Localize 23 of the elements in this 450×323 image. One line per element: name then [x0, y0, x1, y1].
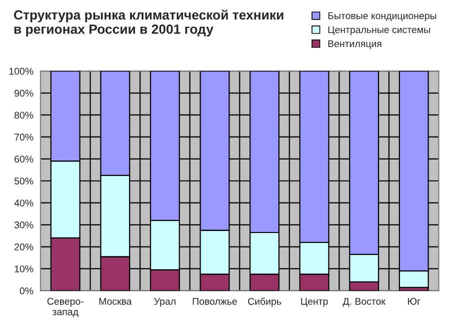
y-tick-label: 10%	[14, 265, 34, 272]
y-tick-label: 100%	[9, 68, 34, 75]
y-tick-label: 90%	[14, 90, 34, 97]
legend-label: Центральные системы	[328, 26, 430, 36]
y-tick-label: 30%	[14, 222, 34, 228]
x-tick-label: Поволжье	[192, 298, 237, 305]
x-tick-label: Юг	[408, 298, 420, 305]
y-tick-label: 40%	[14, 200, 34, 206]
x-tick-label: Центр	[301, 298, 328, 307]
y-tick-label: 80%	[14, 112, 34, 119]
y-tick-label: 20%	[14, 244, 34, 250]
x-tick-label: Москва	[99, 298, 132, 305]
legend-label: Вентиляция	[328, 40, 382, 49]
x-tick-label: Д. Восток	[342, 298, 386, 307]
x-tick-label: Сибирь	[248, 298, 282, 307]
legend-label: Бытовые кондиционеры	[328, 12, 436, 22]
y-tick-label: 70%	[14, 134, 34, 141]
x-tick-label: Северо- запад	[47, 298, 84, 318]
y-tick-label: 50%	[14, 178, 34, 184]
chart-title: Структура рынка климатической техники в регионах России в 2001 году	[14, 10, 284, 36]
y-tick-label: 60%	[14, 156, 34, 163]
y-tick-label: 0%	[20, 287, 34, 294]
x-tick-label: Урал	[154, 298, 176, 307]
